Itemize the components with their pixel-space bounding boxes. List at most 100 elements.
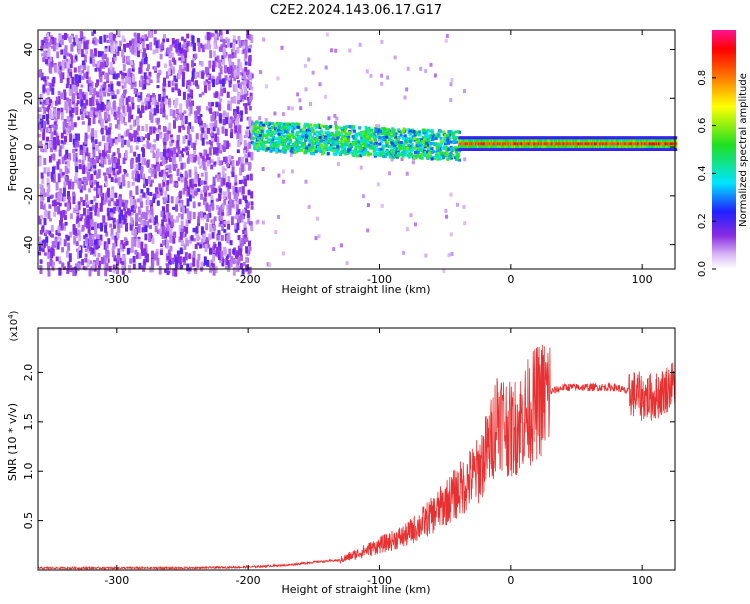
spectrogram-cell — [40, 45, 44, 52]
spectrogram-cell — [117, 248, 121, 253]
spectrogram-cell — [104, 48, 108, 53]
spectrogram-cell — [299, 137, 303, 141]
spectrogram-cell — [381, 147, 385, 151]
spectrogram-cell — [224, 156, 228, 164]
spectrogram-cell — [210, 115, 214, 122]
spectrogram-cell — [158, 69, 162, 76]
spectrogram-cell — [82, 94, 86, 101]
spectrogram-cell — [94, 229, 98, 237]
spectrogram-cell — [296, 140, 300, 144]
spectrogram-cell — [432, 149, 435, 153]
spectrogram-cell — [267, 122, 271, 126]
spectrogram-cell — [405, 149, 409, 153]
spectrogram-cell — [98, 68, 102, 77]
spectrogram-cell — [445, 214, 449, 219]
spectrogram-cell — [143, 84, 147, 90]
spectrogram-cell — [247, 189, 251, 196]
spectrogram-cell — [116, 199, 120, 206]
spectrogram-cell — [249, 72, 253, 81]
spectrogram-cell — [439, 149, 443, 153]
spectrogram-cell — [288, 138, 292, 142]
spectrogram-cell — [57, 96, 61, 105]
spectrogram-cell — [359, 133, 363, 137]
spectrogram-cell — [439, 130, 443, 134]
spectrogram-cell — [321, 131, 324, 135]
spectrogram-cell — [262, 123, 265, 127]
spectrogram-cell — [165, 150, 169, 156]
spectrogram-cell — [43, 217, 47, 226]
spectrogram-cell — [221, 258, 225, 263]
spectrogram-cell — [166, 134, 170, 140]
spectrogram-cell — [360, 147, 364, 150]
spectrogram-cell — [215, 147, 219, 154]
spectrogram-cell — [212, 127, 216, 132]
spectrogram-cell — [245, 131, 249, 138]
spectrogram-cell — [180, 241, 184, 246]
spectrogram-cell — [229, 42, 233, 48]
spectrogram-cell — [243, 70, 247, 79]
spectrogram-cell — [336, 143, 340, 147]
spectrogram-cell — [223, 156, 227, 163]
spectrogram-cell — [50, 154, 54, 159]
spectrogram-cell — [118, 112, 122, 121]
spectrogram-cell — [69, 107, 72, 112]
spectrogram-cell — [112, 217, 116, 223]
spectrogram-cell — [339, 243, 343, 248]
spectrogram-cell — [374, 143, 378, 147]
spectrogram-cell — [205, 124, 209, 131]
spectrogram-cell — [181, 55, 185, 62]
spectrogram-cell — [140, 219, 144, 226]
spectrogram-cell — [109, 223, 113, 228]
spectrogram-cell — [68, 53, 72, 57]
spectrogram-cell — [306, 135, 310, 139]
spectrogram-cell — [223, 229, 227, 233]
spectrogram-cell — [272, 135, 275, 139]
spectrogram-cell — [166, 263, 169, 271]
spectrogram-cell — [154, 225, 158, 233]
spectrogram-cell — [161, 224, 165, 230]
spectrogram-cell — [147, 142, 151, 150]
spectrogram-cell — [47, 264, 51, 271]
spectrogram-cell — [75, 166, 79, 173]
spectrogram-cell — [158, 228, 162, 235]
spectrogram-cell — [86, 200, 90, 205]
spectrogram-cell — [149, 108, 153, 113]
spectrogram-cell — [66, 250, 69, 258]
spectrogram-cell — [416, 142, 420, 146]
spectrogram-cell — [146, 187, 150, 196]
spectrogram-cell — [248, 56, 252, 63]
spectrogram-cell — [47, 128, 51, 133]
spectrogram-cell — [189, 179, 193, 188]
spectrogram-cell — [62, 35, 66, 39]
spectrogram-cell — [412, 130, 416, 134]
spectrogram-cell — [177, 146, 181, 155]
spectrogram-cell — [78, 75, 82, 83]
spectrogram-cell — [270, 126, 274, 130]
spectrogram-cell — [136, 105, 140, 109]
spectrogram-cell — [372, 132, 376, 136]
spectrogram-cell — [95, 156, 99, 160]
spectrogram-cell — [326, 152, 330, 155]
spectrogram-cell — [276, 148, 280, 152]
spectrogram-cell — [225, 266, 229, 270]
spectrogram-cell — [166, 227, 169, 237]
spectrogram-cell — [299, 139, 303, 143]
spectrogram-cell — [225, 37, 229, 41]
spectrogram-cell — [52, 200, 56, 207]
spectrogram-cell — [179, 202, 183, 207]
spectrogram-cell — [112, 100, 116, 110]
spectrogram-cell — [203, 185, 207, 193]
spectrogram-cell — [120, 117, 124, 124]
spectrogram-cell — [359, 154, 363, 158]
spectrogram-cell — [397, 135, 401, 139]
spectrogram-cell — [403, 149, 407, 152]
spectrogram-cell — [204, 66, 208, 74]
spectrogram-cell — [401, 154, 405, 158]
spectrogram-cell — [40, 184, 44, 194]
spectrogram-cell — [54, 203, 57, 212]
spectrogram-cell — [340, 135, 344, 139]
spectrogram-cell — [120, 135, 124, 139]
spectrogram-cell — [236, 106, 240, 114]
spectrogram-cell — [245, 45, 249, 53]
